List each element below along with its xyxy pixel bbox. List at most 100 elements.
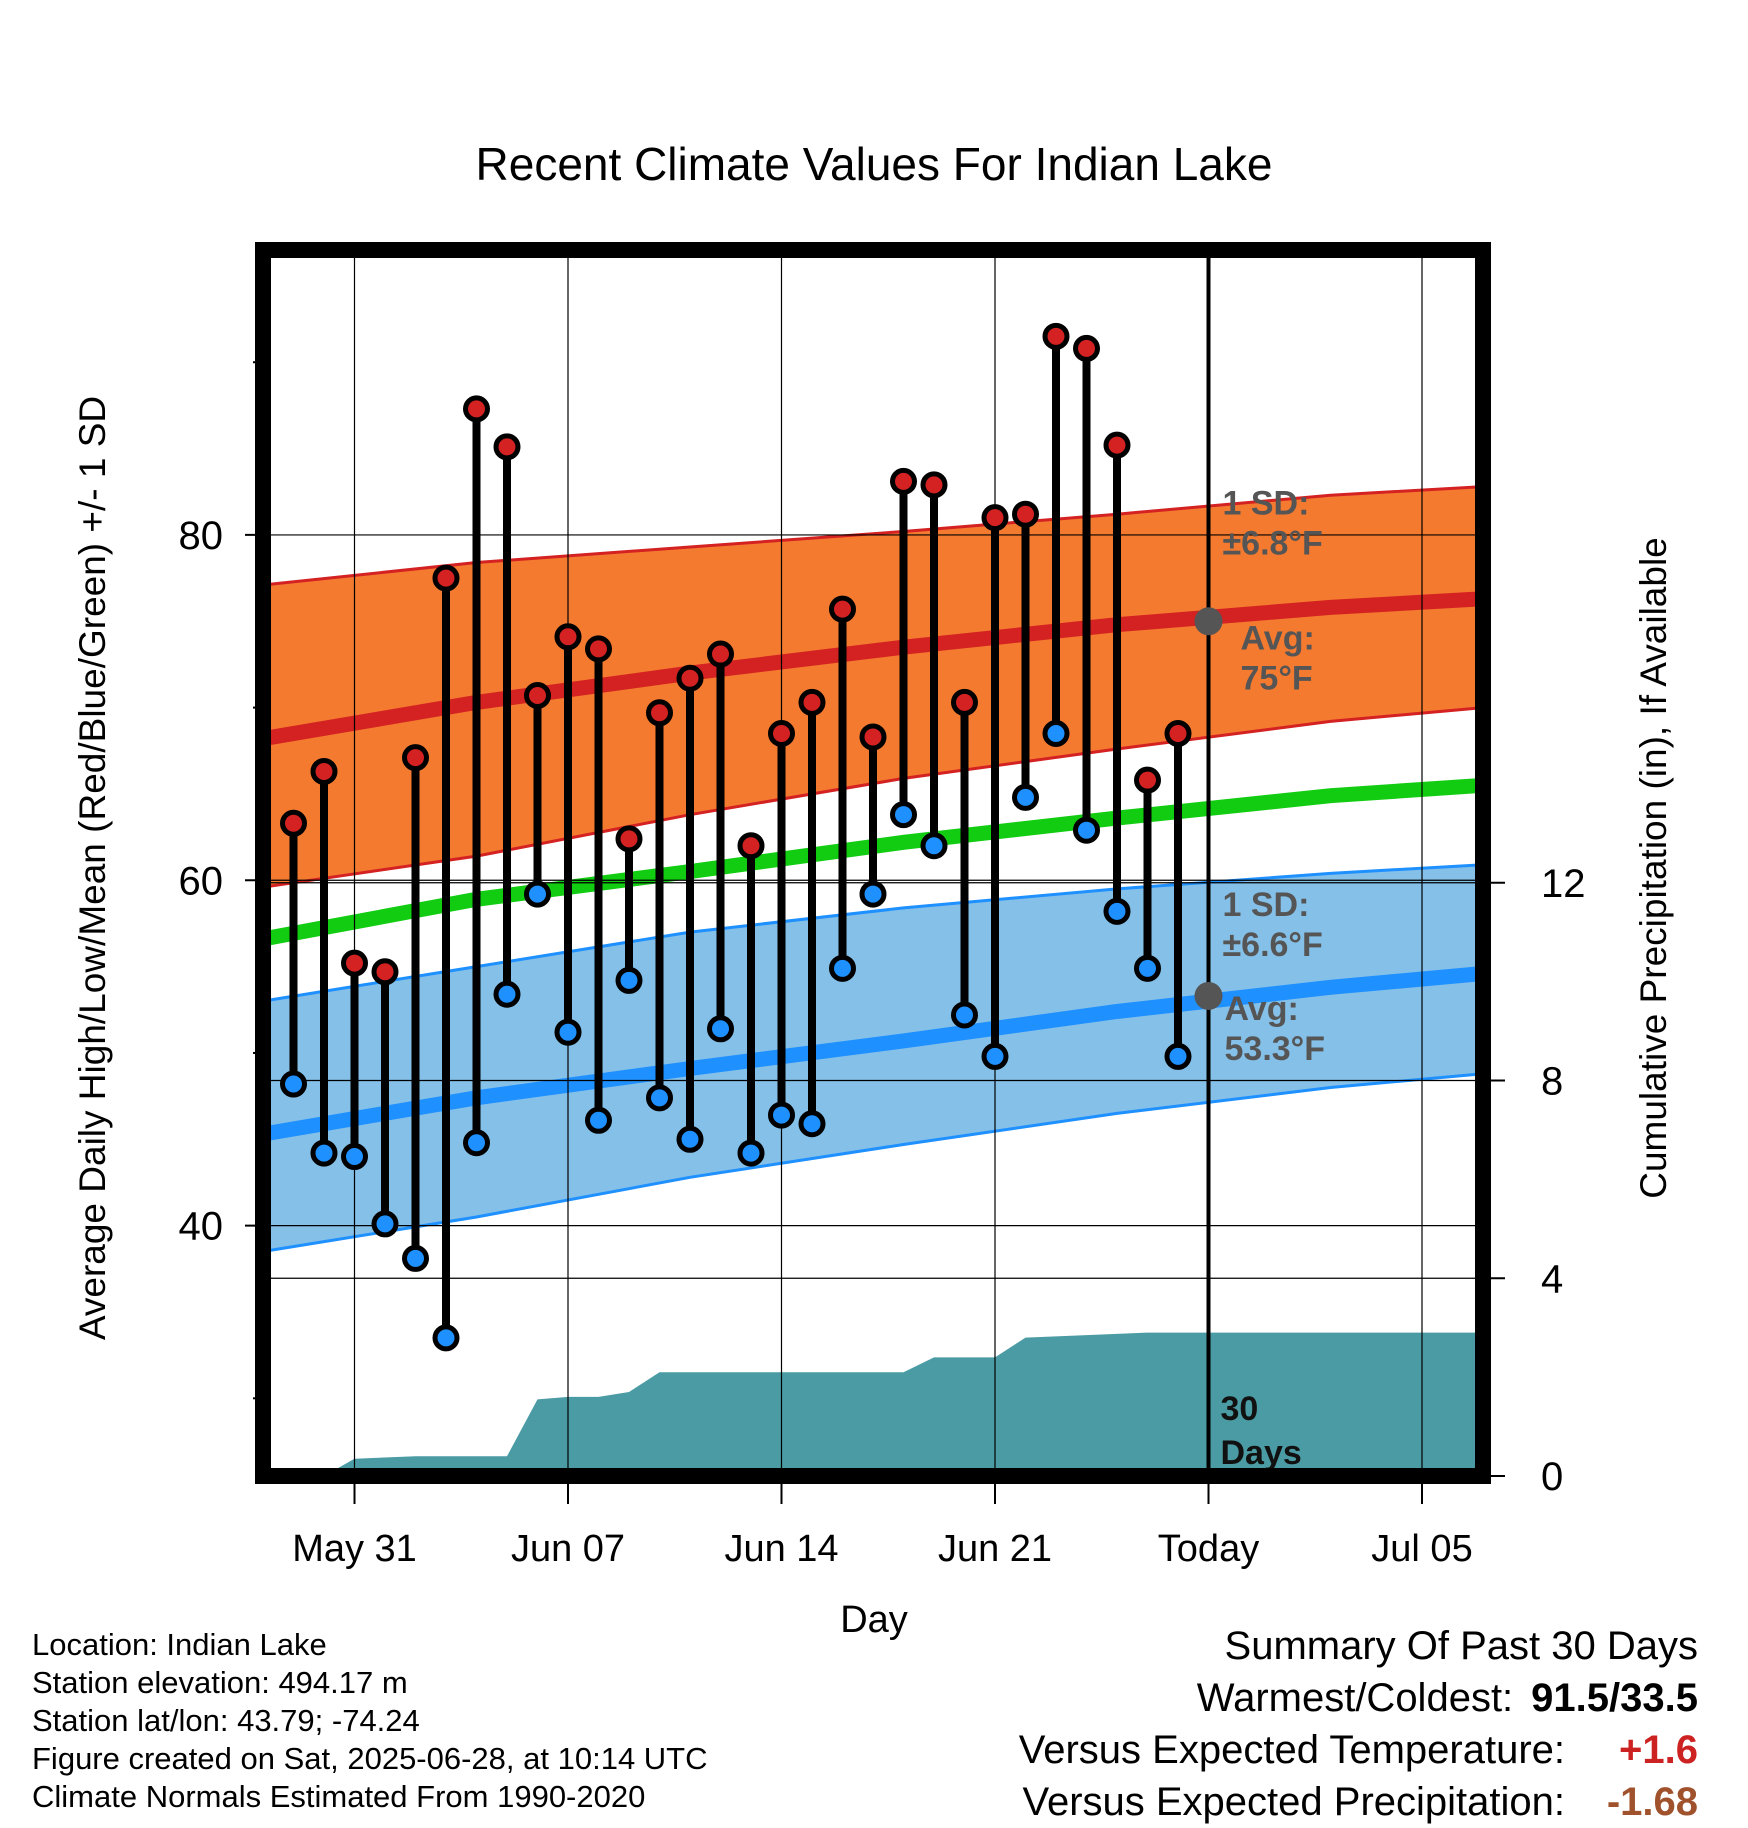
plot-frame	[255, 242, 1491, 1484]
daily-high-point	[554, 623, 582, 651]
high-sd-value: ±6.8°F	[1223, 524, 1323, 562]
summary-panel: Summary Of Past 30 Days Warmest/Coldest:…	[1019, 1620, 1698, 1828]
x-tick-label: Jun 14	[724, 1528, 838, 1570]
high-avg-today-point	[1194, 607, 1223, 636]
daily-low-point	[1073, 816, 1100, 844]
location-text: Location: Indian Lake	[32, 1627, 327, 1662]
daily-low-point	[1103, 897, 1131, 925]
daily-high-point	[951, 688, 978, 716]
daily-low-point	[432, 1324, 460, 1352]
summary-heading: Summary Of Past 30 Days	[1224, 1624, 1698, 1668]
y-tick-label: 40	[179, 1205, 224, 1249]
daily-high-point	[463, 395, 490, 423]
y-tick-label: 80	[179, 514, 224, 558]
y-axis-right-label: Cumulative Precipitation (in), If Availa…	[1633, 537, 1674, 1199]
low-avg-label: Avg:	[1225, 990, 1299, 1028]
y-tick-label: 60	[179, 859, 224, 903]
low-sd-band-lower-edge	[262, 1072, 1484, 1253]
daily-high-point	[1073, 334, 1100, 362]
x-tick-label: Jun 07	[511, 1528, 625, 1570]
warm-cold-value: 91.5/33.5	[1531, 1676, 1698, 1720]
x-tick-label: Today	[1158, 1528, 1259, 1570]
low-avg-value: 53.3°F	[1225, 1030, 1326, 1068]
daily-high-point	[585, 635, 612, 663]
daily-high-point	[920, 471, 948, 499]
temp-label: Versus Expected Temperature:	[1018, 1728, 1565, 1772]
y2-tick-label: 8	[1541, 1060, 1563, 1104]
daily-low-point	[737, 1139, 765, 1167]
daily-high-point	[402, 744, 429, 772]
daily-high-point	[859, 723, 887, 751]
daily-high-point	[310, 757, 338, 785]
daily-low-point	[707, 1015, 734, 1043]
high-avg-value: 75°F	[1241, 659, 1313, 697]
x-tick-label: Jul 05	[1371, 1528, 1472, 1570]
daily-low-point	[1042, 719, 1070, 747]
daily-low-point	[981, 1042, 1009, 1070]
daily-high-point	[981, 504, 1009, 532]
daily-low-point	[646, 1084, 673, 1112]
temp-value: +1.6	[1619, 1728, 1698, 1772]
daily-low-point	[768, 1101, 795, 1129]
daily-high-point	[341, 949, 368, 977]
daily-high-point	[1012, 500, 1039, 528]
daily-high-point	[432, 564, 460, 592]
daily-low-point	[1012, 783, 1039, 811]
daily-low-point	[615, 966, 643, 994]
daily-low-point	[951, 1001, 978, 1029]
y2-tick-label: 4	[1541, 1257, 1563, 1301]
temp-row: Versus Expected Temperature: +1.6	[1019, 1724, 1698, 1776]
high-avg-label: Avg:	[1241, 619, 1315, 657]
daily-high-point	[890, 467, 917, 495]
precip-label: Versus Expected Precipitation:	[1022, 1780, 1565, 1824]
daily-low-point	[1164, 1042, 1192, 1070]
daily-low-point	[1134, 954, 1161, 982]
normals-text: Climate Normals Estimated From 1990-2020	[32, 1779, 646, 1814]
daily-low-point	[890, 801, 917, 829]
window-label-number: 30	[1221, 1390, 1259, 1428]
daily-high-point	[646, 699, 673, 727]
daily-high-point	[1103, 431, 1131, 459]
low-avg-today-point	[1194, 981, 1223, 1010]
daily-high-point	[768, 719, 795, 747]
daily-low-point	[554, 1018, 582, 1046]
daily-low-point	[585, 1106, 612, 1134]
daily-low-point	[524, 880, 551, 908]
daily-low-point	[829, 954, 856, 982]
precip-value: -1.68	[1606, 1780, 1698, 1824]
daily-low-point	[310, 1139, 338, 1167]
elevation-text: Station elevation: 494.17 m	[32, 1665, 408, 1700]
x-tick-label: Jun 21	[938, 1528, 1052, 1570]
latlon-text: Station lat/lon: 43.79; -74.24	[32, 1703, 420, 1738]
daily-high-point	[371, 958, 399, 986]
station-info: Location: Indian Lake Station elevation:…	[32, 1626, 708, 1816]
y-axis-left-label: Average Daily High/Low/Mean (Red/Blue/Gr…	[72, 396, 113, 1340]
daily-low-point	[402, 1244, 429, 1272]
daily-low-point	[280, 1070, 307, 1098]
daily-high-point	[1042, 322, 1070, 350]
daily-high-point	[1134, 766, 1161, 794]
daily-low-point	[493, 980, 521, 1008]
daily-low-point	[798, 1110, 826, 1138]
created-text: Figure created on Sat, 2025-06-28, at 10…	[32, 1741, 708, 1776]
daily-low-point	[371, 1210, 399, 1238]
daily-low-point	[920, 832, 948, 860]
window-label-days: Days	[1221, 1434, 1302, 1472]
daily-high-point	[524, 682, 551, 710]
high-sd-label: 1 SD:	[1223, 484, 1310, 522]
daily-low-point	[676, 1125, 704, 1153]
warm-cold-row: Warmest/Coldest: 91.5/33.5	[1019, 1672, 1698, 1724]
chart-title: Recent Climate Values For Indian Lake	[476, 138, 1273, 190]
warm-cold-label: Warmest/Coldest:	[1196, 1676, 1514, 1720]
y2-tick-label: 0	[1541, 1455, 1563, 1499]
daily-low-point	[463, 1129, 490, 1157]
daily-high-point	[798, 688, 826, 716]
daily-high-point	[280, 809, 307, 837]
low-sd-label: 1 SD:	[1223, 886, 1310, 924]
precip-row: Versus Expected Precipitation: -1.68	[1019, 1776, 1698, 1828]
daily-low-point	[341, 1143, 368, 1171]
daily-high-point	[1164, 719, 1192, 747]
x-tick-label: May 31	[292, 1528, 417, 1570]
daily-high-point	[829, 595, 856, 623]
